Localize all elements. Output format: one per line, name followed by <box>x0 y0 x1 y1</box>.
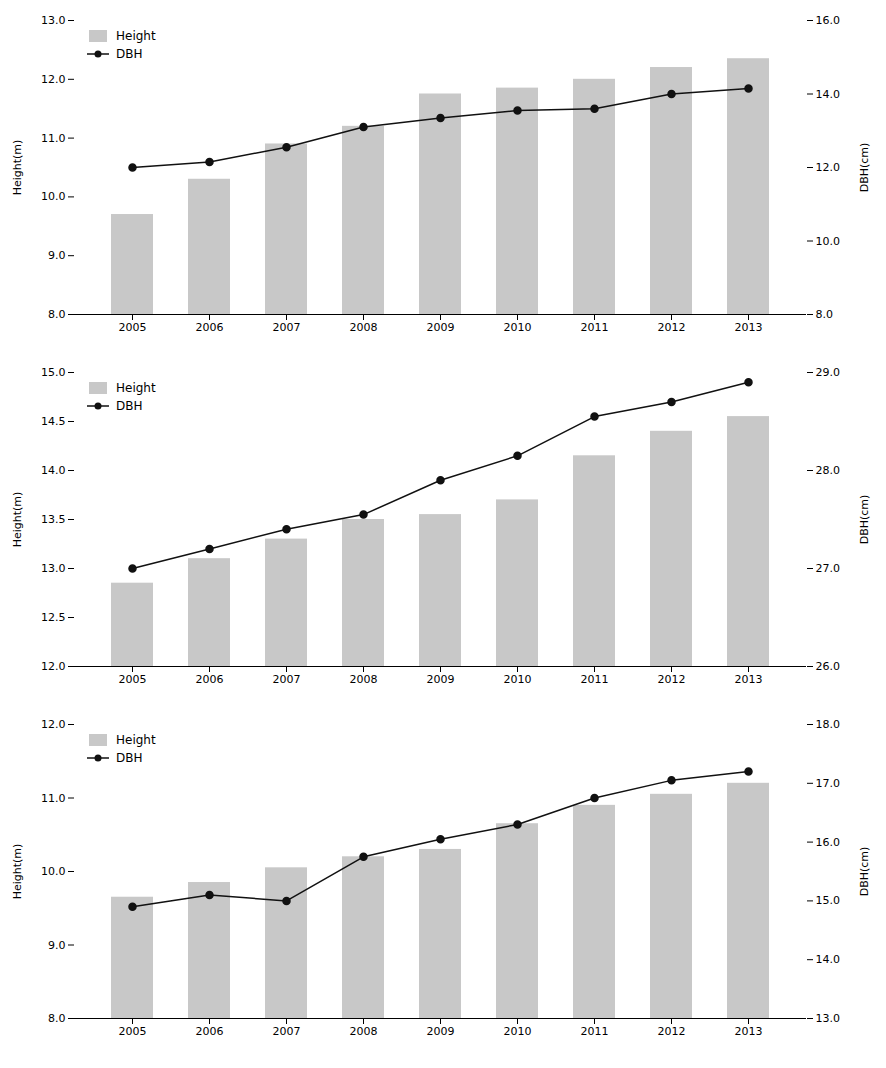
svg-text:Height(m): Height(m) <box>11 844 24 900</box>
svg-text:2008: 2008 <box>350 321 378 334</box>
html-text:DBH: DBH <box>116 47 143 61</box>
svg-text:2011: 2011 <box>581 1025 609 1038</box>
svg-text:26.0: 26.0 <box>816 660 841 673</box>
svg-text:DBH(cm): DBH(cm) <box>858 143 871 193</box>
svg-text:2008: 2008 <box>350 673 378 686</box>
svg-text:2009: 2009 <box>427 673 455 686</box>
svg-text:12.0: 12.0 <box>41 718 66 731</box>
svg-text:10.0: 10.0 <box>816 235 841 248</box>
svg-text:8.0: 8.0 <box>48 308 66 321</box>
svg-text:9.0: 9.0 <box>48 939 66 952</box>
svg-text:11.0: 11.0 <box>41 792 66 805</box>
svg-text:14.0: 14.0 <box>816 953 841 966</box>
svg-text:2009: 2009 <box>427 1025 455 1038</box>
svg-text:2013: 2013 <box>735 673 763 686</box>
svg-text:12.0: 12.0 <box>816 161 841 174</box>
svg-text:29.0: 29.0 <box>816 366 841 379</box>
svg-text:2013: 2013 <box>735 1025 763 1038</box>
svg-text:14.0: 14.0 <box>816 88 841 101</box>
svg-text:16.0: 16.0 <box>816 14 841 27</box>
html-text:Height: Height <box>116 733 156 747</box>
svg-text:2006: 2006 <box>196 673 224 686</box>
svg-text:28.0: 28.0 <box>816 464 841 477</box>
svg-text:Height(m): Height(m) <box>11 140 24 196</box>
svg-text:18.0: 18.0 <box>816 718 841 731</box>
svg-text:2006: 2006 <box>196 321 224 334</box>
svg-text:12.0: 12.0 <box>41 73 66 86</box>
svg-text:2012: 2012 <box>658 321 686 334</box>
html-text:DBH: DBH <box>116 399 143 413</box>
svg-text:13.0: 13.0 <box>41 14 66 27</box>
svg-text:15.0: 15.0 <box>41 366 66 379</box>
svg-text:DBH(cm): DBH(cm) <box>858 495 871 545</box>
svg-text:2005: 2005 <box>119 673 147 686</box>
svg-text:13.5: 13.5 <box>41 513 66 526</box>
svg-text:8.0: 8.0 <box>816 308 834 321</box>
svg-text:8.0: 8.0 <box>48 1012 66 1025</box>
html-text:Height: Height <box>116 29 156 43</box>
svg-text:27.0: 27.0 <box>816 562 841 575</box>
svg-text:DBH(cm): DBH(cm) <box>858 847 871 897</box>
html-text:Height: Height <box>116 381 156 395</box>
svg-text:2010: 2010 <box>504 673 532 686</box>
svg-text:2007: 2007 <box>273 1025 301 1038</box>
svg-text:10.0: 10.0 <box>41 190 66 203</box>
svg-text:12.5: 12.5 <box>41 611 66 624</box>
svg-text:2013: 2013 <box>735 321 763 334</box>
svg-text:2009: 2009 <box>427 321 455 334</box>
svg-text:13.0: 13.0 <box>41 562 66 575</box>
svg-text:2006: 2006 <box>196 1025 224 1038</box>
svg-text:12.0: 12.0 <box>41 660 66 673</box>
svg-text:16.0: 16.0 <box>816 836 841 849</box>
svg-text:2005: 2005 <box>119 321 147 334</box>
svg-text:2005: 2005 <box>119 1025 147 1038</box>
svg-text:2008: 2008 <box>350 1025 378 1038</box>
svg-text:2012: 2012 <box>658 673 686 686</box>
svg-text:2010: 2010 <box>504 321 532 334</box>
svg-text:2012: 2012 <box>658 1025 686 1038</box>
svg-text:2007: 2007 <box>273 673 301 686</box>
svg-text:2010: 2010 <box>504 1025 532 1038</box>
svg-text:14.0: 14.0 <box>41 464 66 477</box>
html-text:DBH: DBH <box>116 751 143 765</box>
svg-text:11.0: 11.0 <box>41 132 66 145</box>
svg-text:15.0: 15.0 <box>816 894 841 907</box>
svg-text:2007: 2007 <box>273 321 301 334</box>
svg-text:13.0: 13.0 <box>816 1012 841 1025</box>
svg-text:2011: 2011 <box>581 673 609 686</box>
svg-text:14.5: 14.5 <box>41 415 66 428</box>
svg-text:2011: 2011 <box>581 321 609 334</box>
svg-text:Height(m): Height(m) <box>11 492 24 548</box>
svg-text:9.0: 9.0 <box>48 249 66 262</box>
svg-text:10.0: 10.0 <box>41 865 66 878</box>
svg-text:17.0: 17.0 <box>816 777 841 790</box>
